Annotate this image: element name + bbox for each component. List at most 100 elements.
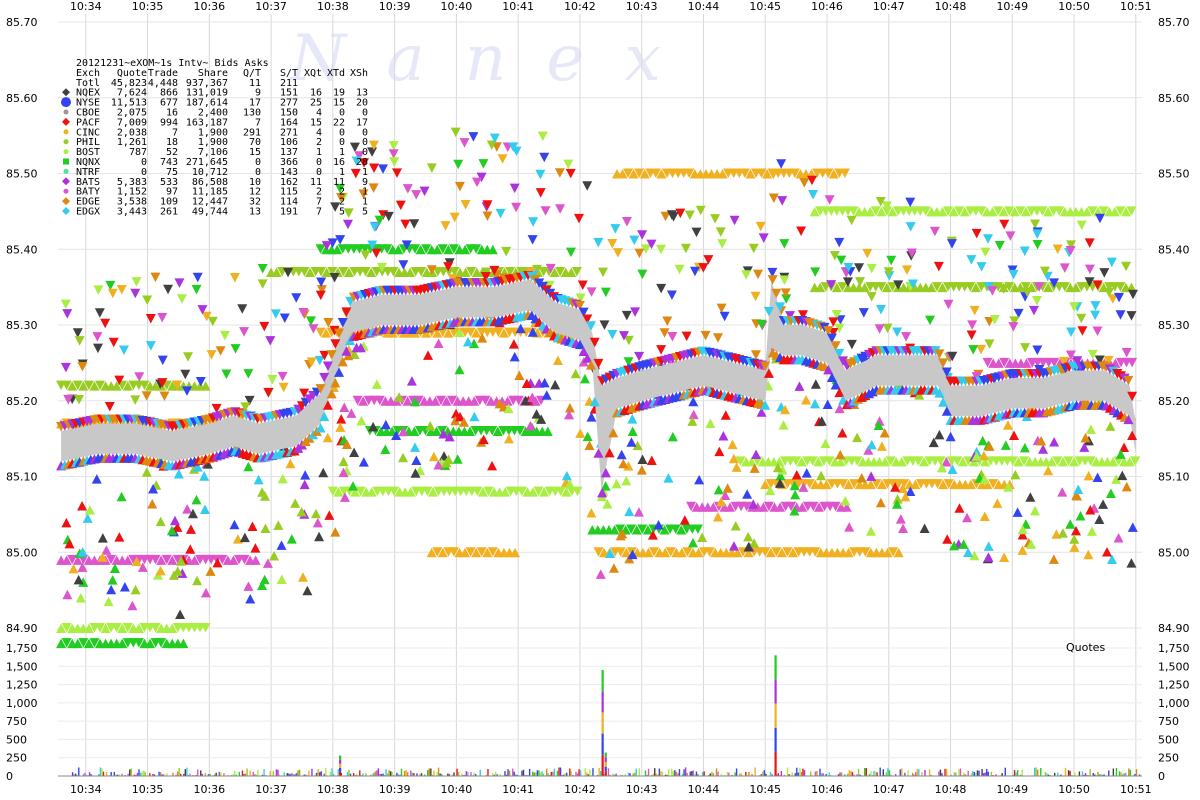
ask-marker: [646, 239, 657, 250]
quote-count-bar: [376, 770, 378, 776]
legend-cell: 7: [172, 127, 178, 138]
ask-marker: [298, 308, 309, 318]
quote-count-bar: [346, 772, 349, 776]
quote-count-bar: [627, 772, 630, 776]
quote-count-bar: [541, 771, 543, 776]
legend-cell: 9: [255, 88, 261, 99]
quote-count-bar: [776, 774, 778, 776]
quote-count-bar: [397, 774, 400, 776]
bid-marker: [844, 522, 855, 532]
bid-marker: [763, 368, 774, 378]
bid-marker: [257, 580, 268, 591]
quote-count-bar: [73, 774, 75, 776]
bid-marker: [745, 169, 756, 179]
bid-marker: [330, 378, 341, 388]
bid-marker: [865, 526, 876, 536]
legend-cell: 1,900: [198, 127, 228, 138]
ask-marker: [980, 247, 991, 258]
bid-marker: [347, 481, 358, 491]
ask-marker: [984, 316, 995, 327]
bid-marker: [72, 555, 83, 565]
ask-marker: [535, 188, 546, 198]
bid-marker: [454, 364, 465, 375]
bid-marker: [122, 381, 133, 391]
quote-count-bar: [382, 773, 384, 776]
ask-marker: [1087, 349, 1098, 360]
bid-marker: [627, 414, 638, 424]
ask-marker: [659, 328, 670, 338]
quote-count-bar: [1015, 772, 1017, 776]
legend-cell: 5: [362, 207, 368, 218]
bid-marker: [663, 473, 674, 483]
ask-marker: [62, 309, 73, 319]
quote-count-bar: [470, 772, 472, 776]
ask-marker: [1030, 219, 1041, 230]
ask-marker: [163, 284, 174, 295]
quote-y-tick-left: 1,750: [6, 642, 38, 655]
bid-marker: [840, 496, 851, 506]
legend-cell: 0: [255, 167, 261, 178]
quote-count-bar: [448, 774, 451, 776]
legend-cell: 191: [280, 207, 298, 218]
quote-count-bar: [474, 773, 477, 776]
ask-marker: [834, 348, 845, 359]
quote-count-bar: [325, 767, 327, 776]
ask-marker: [139, 380, 150, 391]
bid-marker: [801, 395, 812, 405]
bid-marker: [1069, 534, 1080, 544]
ask-marker: [435, 395, 446, 406]
bid-marker: [410, 468, 421, 478]
ask-marker: [756, 319, 767, 330]
bid-marker: [542, 426, 553, 437]
legend-cell: 277: [280, 98, 298, 109]
bid-marker: [1127, 522, 1138, 532]
ask-marker: [244, 395, 255, 406]
quote-count-bar: [859, 774, 861, 776]
quote-count-bar: [566, 772, 568, 776]
ask-marker: [453, 159, 464, 170]
ask-marker: [505, 266, 516, 277]
quote-count-bar: [1100, 774, 1102, 776]
ask-marker: [983, 234, 994, 244]
quote-count-bar: [689, 771, 691, 776]
quote-count-bar: [953, 772, 956, 776]
bid-marker: [454, 327, 465, 338]
ask-marker: [330, 339, 341, 349]
legend-cell: 0: [362, 147, 368, 158]
bid-marker: [444, 431, 455, 442]
legend-cell: 49,744: [192, 207, 228, 218]
bid-marker: [941, 457, 952, 467]
bid-marker: [405, 487, 416, 497]
ask-marker: [60, 299, 71, 310]
quote-count-bar: [332, 773, 335, 776]
ask-marker: [360, 266, 371, 277]
quote-count-bar: [513, 771, 515, 776]
bid-marker: [343, 267, 354, 277]
ask-marker: [283, 267, 294, 278]
bid-marker: [608, 427, 619, 438]
bid-marker: [942, 534, 953, 544]
quote-count-bar: [308, 770, 310, 776]
ask-marker: [221, 369, 232, 380]
quote-count-bar: [320, 771, 322, 776]
ask-marker: [527, 235, 538, 245]
ask-marker: [389, 157, 400, 167]
x-tick-label-top: 10:46: [811, 0, 843, 13]
quote-count-bar: [127, 773, 129, 776]
bid-marker: [525, 420, 536, 431]
ask-marker: [905, 197, 916, 208]
bid-marker: [371, 379, 382, 389]
ask-marker: [95, 623, 106, 633]
bid-marker: [708, 502, 719, 512]
ask-marker: [316, 277, 327, 287]
ask-marker: [999, 357, 1010, 368]
quote-count-bar: [958, 769, 960, 776]
ask-marker: [717, 239, 728, 249]
quote-y-tick-right: 1,750: [1158, 642, 1190, 655]
ask-marker: [257, 279, 268, 289]
quote-count-bar: [664, 774, 667, 776]
ask-marker: [839, 168, 850, 178]
quote-count-bar: [678, 769, 681, 776]
ask-marker: [107, 288, 118, 299]
